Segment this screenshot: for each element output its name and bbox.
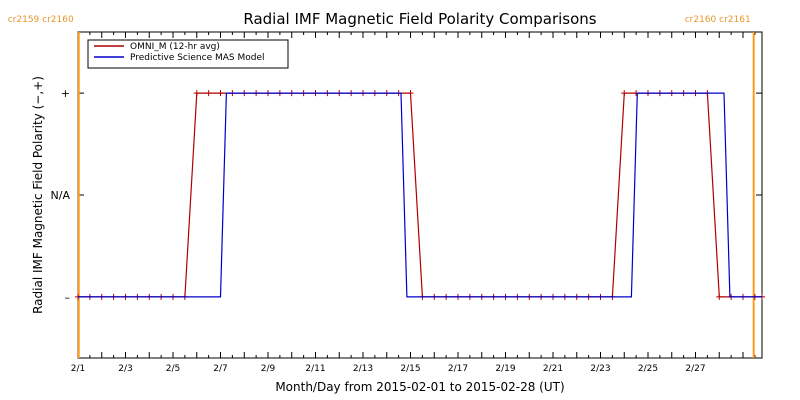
x-tick-label: 2/9 — [261, 364, 276, 374]
x-tick-label: 2/19 — [495, 364, 515, 374]
carrington-label: cr2159 cr2160 — [8, 15, 74, 25]
legend-entry: Predictive Science MAS Model — [130, 53, 265, 63]
legend-entry: OMNI_M (12-hr avg) — [130, 42, 220, 52]
y-axis-label: Radial IMF Magnetic Field Polarity (−,+) — [31, 76, 45, 314]
x-tick-label: 2/25 — [638, 364, 658, 374]
y-tick-label: + — [61, 87, 70, 100]
legend-box — [87, 39, 289, 69]
x-tick-label: 2/21 — [543, 364, 563, 374]
x-tick-label: 2/27 — [685, 364, 705, 374]
omni-data-point — [217, 90, 224, 97]
omni-data-point — [716, 293, 723, 300]
y-tick-label: – — [65, 291, 71, 304]
series-line-omni — [78, 92, 762, 298]
x-tick-label: 2/7 — [213, 364, 227, 374]
omni-data-point — [205, 90, 212, 97]
carrington-label: cr2160 cr2161 — [685, 15, 751, 25]
chart-title: Radial IMF Magnetic Field Polarity Compa… — [243, 10, 596, 28]
x-tick-label: 2/17 — [448, 364, 468, 374]
legend: OMNI_M (12-hr avg)Predictive Science MAS… — [87, 39, 289, 69]
plot-frame — [77, 31, 763, 359]
x-tick-label: 2/5 — [166, 364, 180, 374]
series-line-mas — [78, 92, 762, 298]
omni-data-point — [407, 90, 414, 97]
x-tick-label: 2/1 — [71, 364, 85, 374]
y-tick-label: N/A — [51, 189, 71, 202]
x-tick-label: 2/13 — [353, 364, 373, 374]
x-tick-label: 2/23 — [590, 364, 610, 374]
omni-data-point — [621, 90, 628, 97]
plot-area: 2/1 2/3 2/5 2/7 2/9 2/11 2/13 2/15 2/17 2/19 2/21 2… — [8, 15, 765, 374]
x-tick-label: 2/15 — [400, 364, 420, 374]
x-tick-label: 2/11 — [305, 364, 325, 374]
x-tick-label: 2/3 — [118, 364, 132, 374]
x-axis-label: Month/Day from 2015-02-01 to 2015-02-28 … — [275, 380, 564, 394]
omni-data-point — [193, 90, 200, 97]
